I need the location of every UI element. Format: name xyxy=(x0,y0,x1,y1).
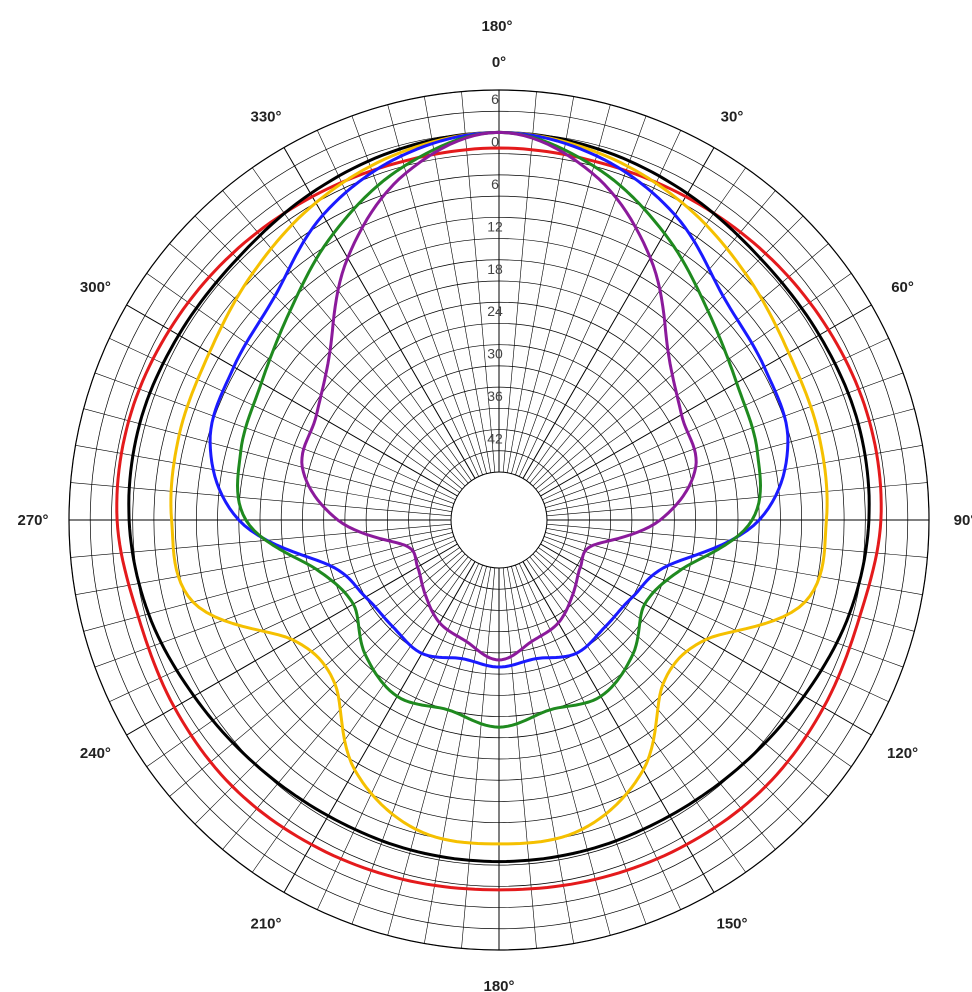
radial-tick-label: 30 xyxy=(487,346,503,362)
radial-tick-label: 12 xyxy=(487,218,503,234)
grid-spoke xyxy=(546,445,923,512)
grid-spoke xyxy=(546,523,928,558)
grid-spoke xyxy=(387,566,487,936)
grid-spoke xyxy=(351,115,483,475)
grid-spoke xyxy=(126,304,458,497)
grid-spoke xyxy=(522,561,715,893)
grid-spoke xyxy=(542,540,889,702)
grid-spoke xyxy=(109,338,456,500)
top-label: 0° xyxy=(492,54,506,71)
grid-spoke xyxy=(519,563,681,910)
radial-tick-label: 24 xyxy=(487,303,503,319)
grid-spoke xyxy=(424,567,491,944)
grid-spoke xyxy=(222,556,469,850)
grid-spoke xyxy=(94,372,454,504)
series-line-5 xyxy=(236,130,762,729)
grid-spoke xyxy=(252,167,472,481)
grid-spoke xyxy=(317,130,479,477)
series-line-4 xyxy=(208,130,790,669)
grid-spoke xyxy=(94,536,454,668)
grid-spoke xyxy=(502,91,537,473)
radial-tick-label: 36 xyxy=(487,388,503,404)
grid-spoke xyxy=(515,115,647,475)
grid-spoke xyxy=(83,532,453,632)
grid-spoke xyxy=(169,243,463,490)
angle-label-330: 330° xyxy=(250,108,281,125)
grid-spoke xyxy=(511,566,611,936)
grid-spoke xyxy=(535,550,829,797)
angle-label-180: 180° xyxy=(483,978,514,992)
radial-tick-label: 6 xyxy=(491,91,499,107)
angle-label-210: 210° xyxy=(250,916,281,933)
series-group xyxy=(115,130,883,892)
grid-spoke xyxy=(109,540,456,702)
series-line-2 xyxy=(127,130,871,864)
angle-labels: 30° 60° 90° 120° 150° 180° 210° 240° 270° 300° 330… xyxy=(17,108,972,992)
radial-tick-label: 6 xyxy=(491,176,499,192)
grid-spoke xyxy=(526,167,746,481)
top-label: 180° xyxy=(481,18,512,35)
radial-tick-labels: 6 0 6 12 18 24 30 36 42 xyxy=(487,91,503,447)
radial-tick-label: 42 xyxy=(487,431,503,447)
grid-spoke xyxy=(461,567,496,949)
radial-tick-label: 18 xyxy=(487,261,503,277)
center-hole xyxy=(450,471,548,569)
angle-label-30: 30° xyxy=(721,108,744,125)
angle-label-60: 60° xyxy=(891,279,914,296)
grid-spoke xyxy=(222,190,469,484)
grid-spoke xyxy=(194,553,466,825)
grid-spoke xyxy=(535,243,829,490)
grid-spoke xyxy=(507,567,574,944)
series-line-3 xyxy=(169,130,829,846)
grid-spoke xyxy=(544,536,904,668)
grid-spoke xyxy=(283,561,476,893)
grid-spoke xyxy=(545,532,915,632)
angle-label-240: 240° xyxy=(80,745,111,762)
grid-spoke xyxy=(529,556,776,850)
angle-label-300: 300° xyxy=(80,279,111,296)
grid-spoke xyxy=(507,96,574,473)
grid-spoke xyxy=(532,553,804,825)
grid-spoke xyxy=(83,408,453,508)
grid-spoke xyxy=(515,565,647,925)
grid-spoke xyxy=(538,273,852,493)
grid-spoke xyxy=(424,96,491,473)
grid-spoke xyxy=(529,190,776,484)
grid-spoke xyxy=(75,445,452,512)
grid-spoke xyxy=(70,482,452,517)
grid-spoke xyxy=(461,91,496,473)
grid-spoke xyxy=(146,273,460,493)
grid-spoke xyxy=(542,338,889,500)
angle-label-270: 270° xyxy=(17,512,48,529)
grid-spoke xyxy=(351,565,483,925)
radial-tick-label: 0 xyxy=(491,133,499,149)
grid-spoke xyxy=(519,130,681,477)
series-line-6 xyxy=(300,130,698,662)
angle-label-150: 150° xyxy=(716,916,747,933)
grid-spoke xyxy=(546,482,928,517)
grid-spoke xyxy=(545,408,915,508)
grid-spoke xyxy=(252,559,472,873)
grid-spoke xyxy=(317,563,479,910)
grid-spoke xyxy=(544,372,904,504)
grid-spoke xyxy=(70,523,452,558)
grid-spoke xyxy=(526,559,746,873)
grid-spoke xyxy=(540,304,872,497)
grid-spoke xyxy=(538,547,852,767)
angle-label-90: 90° xyxy=(954,512,972,529)
angle-label-120: 120° xyxy=(887,745,918,762)
series-line-1 xyxy=(115,146,883,892)
grid-spoke xyxy=(502,567,537,949)
grid-spoke xyxy=(146,547,460,767)
grid-spoke xyxy=(169,550,463,797)
